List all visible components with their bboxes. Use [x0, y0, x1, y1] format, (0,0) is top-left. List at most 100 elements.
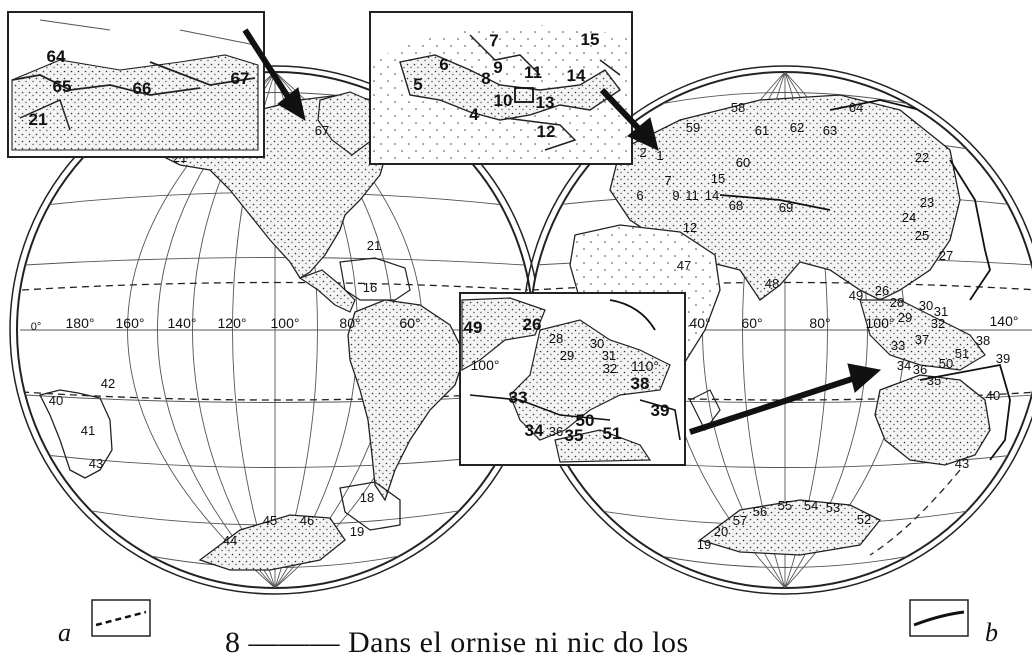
- region-40-east: 40: [986, 388, 1000, 403]
- region-47: 47: [677, 258, 691, 273]
- region-61: 61: [755, 123, 769, 138]
- region-58: 58: [731, 100, 745, 115]
- inset-indo-35: 35: [565, 426, 584, 445]
- lon-80: 80°: [339, 315, 360, 331]
- lon-140: 140°: [168, 315, 197, 331]
- inset-indo-34: 34: [525, 421, 544, 440]
- inset-europe: 5 6 7 8 9 10 11 12 13 14 15 4: [369, 11, 633, 165]
- region-42: 42: [101, 376, 115, 391]
- region-46: 46: [300, 513, 314, 528]
- region-7-east: 7: [664, 173, 671, 188]
- eastern-hemisphere: 3 2 1 6 7 9 11 12 14 15 19 20 22 23 24 2…: [522, 65, 1032, 595]
- lon-180: 180°: [66, 315, 95, 331]
- region-52: 52: [857, 512, 871, 527]
- inset-europe-14: 14: [567, 66, 586, 85]
- caption: 8 ——— Dans el ornise ni nic do los: [225, 626, 689, 659]
- arrow-arctic-head: [277, 87, 306, 122]
- lon-100: 100°: [271, 315, 300, 331]
- inset-indo-28: 28: [549, 331, 563, 346]
- southeast-asia: [859, 299, 986, 371]
- lon-140-east: 140°: [990, 313, 1019, 329]
- region-15-east: 15: [711, 171, 725, 186]
- region-20: 20: [714, 524, 728, 539]
- region-33-east: 33: [891, 338, 905, 353]
- region-56: 56: [753, 504, 767, 519]
- south-atlantic-zone: [339, 481, 401, 531]
- antarctica-east: [698, 499, 882, 556]
- inset-indo-30: 30: [590, 336, 604, 351]
- region-49-east: 49: [849, 288, 863, 303]
- inset-indonesia: 49 26 28 29 30 31 32 33 34 35 36 38 39 5…: [459, 292, 686, 466]
- region-23: 23: [920, 195, 934, 210]
- central-america: [298, 269, 356, 313]
- inset-indo-51: 51: [603, 424, 622, 443]
- inset-indo-38: 38: [631, 374, 650, 393]
- lon-120: 120°: [218, 315, 247, 331]
- region-67-west: 67: [315, 123, 329, 138]
- region-29-east: 29: [898, 310, 912, 325]
- region-57: 57: [733, 513, 747, 528]
- region-51-east: 51: [955, 346, 969, 361]
- region-25: 25: [915, 228, 929, 243]
- legend-a-letter: a: [58, 618, 71, 647]
- region-14-east: 14: [705, 188, 719, 203]
- inset-europe-7: 7: [489, 31, 498, 50]
- south-america: [347, 299, 466, 502]
- region-24: 24: [902, 210, 916, 225]
- inset-europe-12: 12: [537, 122, 556, 141]
- lon-60-east: 60°: [741, 315, 762, 331]
- region-31-east: 31: [934, 304, 948, 319]
- caribbean: [339, 257, 411, 301]
- inset-europe-9: 9: [493, 58, 502, 77]
- inset-indo-49: 49: [464, 318, 483, 337]
- region-12-east: 12: [683, 220, 697, 235]
- region-44: 44: [223, 533, 237, 548]
- antarctica-west: [198, 514, 346, 571]
- inset-arctic-65: 65: [53, 77, 72, 96]
- inset-indo-50: 50: [576, 411, 595, 430]
- arrow-europe-head: [627, 117, 659, 151]
- greenland: [317, 91, 381, 156]
- region-40-west: 40: [49, 393, 63, 408]
- inset-europe-10: 10: [494, 91, 513, 110]
- region-68: 68: [729, 198, 743, 213]
- region-18: 18: [360, 490, 374, 505]
- lon-40: 40°: [689, 315, 710, 331]
- region-19: 19: [350, 524, 364, 539]
- region-1: 1: [656, 148, 663, 163]
- region-53: 53: [826, 500, 840, 515]
- region-11-east: 11: [685, 188, 699, 203]
- region-9-east: 9: [672, 188, 679, 203]
- region-22: 22: [915, 150, 929, 165]
- region-36-east: 36: [913, 362, 927, 377]
- inset-arctic-66: 66: [133, 79, 152, 98]
- region-43-east: 43: [955, 456, 969, 471]
- legend-a-symbol: [91, 599, 151, 637]
- inset-arctic-67: 67: [231, 69, 250, 88]
- inset-europe-5: 5: [413, 75, 422, 94]
- region-62: 62: [790, 120, 804, 135]
- region-34-east: 34: [897, 358, 911, 373]
- lon-80-east: 80°: [809, 315, 830, 331]
- region-16: 16: [363, 280, 377, 295]
- region-17: 21: [367, 238, 381, 253]
- inset-indo-36: 36: [549, 424, 563, 439]
- region-19-east: 19: [697, 537, 711, 552]
- inset-indo-32: 32: [603, 361, 617, 376]
- region-59: 59: [686, 120, 700, 135]
- region-30-east: 30: [919, 298, 933, 313]
- inset-europe-6: 6: [439, 55, 448, 74]
- region-60: 60: [736, 155, 750, 170]
- inset-europe-8: 8: [481, 69, 490, 88]
- inset-indo-39: 39: [651, 401, 670, 420]
- legend-b-letter: b: [985, 618, 998, 647]
- region-43-west: 43: [89, 456, 103, 471]
- inset-arctic-21: 21: [29, 110, 48, 129]
- lon-100-east: 100°: [866, 315, 895, 331]
- lon-160: 160°: [116, 315, 145, 331]
- region-32-east: 32: [931, 316, 945, 331]
- arrows: [242, 28, 882, 435]
- inset-indo-29: 29: [560, 348, 574, 363]
- region-54: 54: [804, 498, 818, 513]
- region-6-east: 6: [636, 188, 643, 203]
